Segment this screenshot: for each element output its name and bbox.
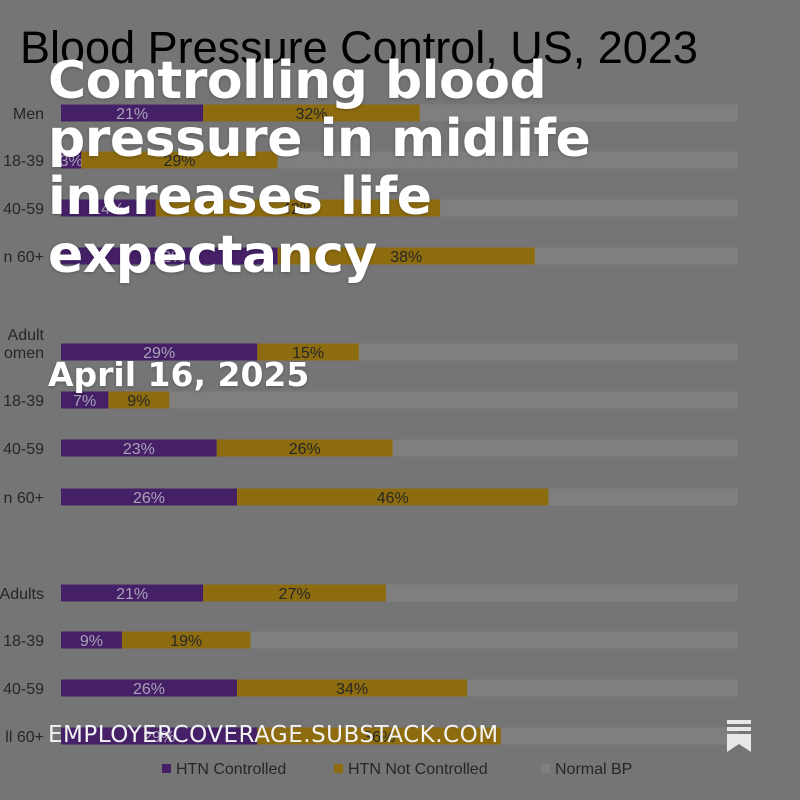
category-label: n 60+ <box>4 249 44 266</box>
bar-segment-htn-controlled <box>61 488 238 506</box>
category-label: ll 60+ <box>5 729 44 746</box>
bar-segment-htn-controlled <box>61 199 156 217</box>
data-label: 3% <box>60 153 83 170</box>
bar-segment-normal-bp <box>501 727 738 745</box>
data-label: 27% <box>279 586 311 603</box>
bar-segment-htn-controlled <box>61 439 217 457</box>
chart-title: Blood Pressure Control, US, 2023 <box>20 22 698 73</box>
data-label: 29% <box>143 729 175 746</box>
category-label: Men <box>13 106 44 123</box>
bar-segment-htn-not-controlled <box>257 343 359 361</box>
data-label: 7% <box>73 393 96 410</box>
bar-segment-normal-bp <box>277 151 738 169</box>
data-label: 9% <box>80 633 103 650</box>
bar-segment-htn-not-controlled <box>203 584 386 602</box>
legend-label: HTN Controlled <box>176 761 286 778</box>
bar-segment-htn-not-controlled <box>237 488 549 506</box>
category-label: 40-59 <box>3 681 44 698</box>
legend-label: HTN Not Controlled <box>348 761 488 778</box>
bar-segment-normal-bp <box>385 584 738 602</box>
category-label: 18-39 <box>3 153 44 170</box>
bar-segment-htn-controlled <box>61 391 109 409</box>
bar-segment-htn-controlled <box>61 104 204 122</box>
category-label: 18-39 <box>3 393 44 410</box>
bar-segment-normal-bp <box>392 439 738 457</box>
data-label: 32% <box>153 249 185 266</box>
data-label: 9% <box>127 393 150 410</box>
data-label: 15% <box>292 345 324 362</box>
bar-segment-htn-not-controlled <box>257 727 502 745</box>
category-label: Adult <box>8 327 45 344</box>
data-label: 36% <box>363 729 395 746</box>
bar-segment-normal-bp <box>250 631 738 649</box>
bar-segment-normal-bp <box>358 343 738 361</box>
category-label: 18-39 <box>3 633 44 650</box>
bar-segment-htn-not-controlled <box>237 679 468 697</box>
category-label: 40-59 <box>3 201 44 218</box>
category-label: n 60+ <box>4 490 44 507</box>
bar-segment-normal-bp <box>534 247 738 265</box>
legend-swatch <box>334 764 343 773</box>
bar-segment-htn-controlled <box>61 584 204 602</box>
bar-segment-htn-not-controlled <box>203 104 420 122</box>
post-date: April 16, 2025 <box>48 355 310 394</box>
bar-segment-normal-bp <box>169 391 738 409</box>
bar-segment-htn-not-controlled <box>121 631 251 649</box>
bar-segment-htn-controlled <box>61 727 258 745</box>
bar-segment-normal-bp <box>467 679 738 697</box>
data-label: 34% <box>336 681 368 698</box>
bar-segment-normal-bp <box>548 488 738 506</box>
bookmark-icon[interactable] <box>726 720 752 752</box>
data-label: 19% <box>170 633 202 650</box>
bar-segment-normal-bp <box>440 199 738 217</box>
legend-swatch <box>541 764 550 773</box>
data-label: 42% <box>282 201 314 218</box>
data-label: 23% <box>123 441 155 458</box>
legend-label: Normal BP <box>555 761 632 778</box>
chart-legend: HTN Controlled HTN Not Controlled Normal B… <box>162 761 632 778</box>
bar-segment-htn-controlled <box>61 343 258 361</box>
data-label: 32% <box>295 106 327 123</box>
data-label: 21% <box>116 106 148 123</box>
bar-segment-htn-not-controlled <box>155 199 441 217</box>
post-title[interactable]: Controlling blood pressure in midlife in… <box>48 51 591 285</box>
site-url[interactable]: EMPLOYERCOVERAGE.SUBSTACK.COM <box>48 722 499 748</box>
data-label: 26% <box>289 441 321 458</box>
bar-segment-htn-not-controlled <box>81 151 278 169</box>
category-label: 40-59 <box>3 441 44 458</box>
data-label: 29% <box>163 153 195 170</box>
category-label: omen <box>4 345 44 362</box>
data-label: 46% <box>377 490 409 507</box>
data-label: 38% <box>390 249 422 266</box>
bar-segment-htn-controlled <box>61 151 82 169</box>
bar-segment-htn-not-controlled <box>216 439 393 457</box>
data-label: 26% <box>133 681 165 698</box>
data-label: 29% <box>143 345 175 362</box>
data-label: 26% <box>133 490 165 507</box>
data-label: 21% <box>116 586 148 603</box>
bar-segment-htn-not-controlled <box>108 391 170 409</box>
bar-segment-htn-controlled <box>61 631 122 649</box>
bar-segment-normal-bp <box>419 104 738 122</box>
category-label: Adults <box>0 586 44 603</box>
bar-segment-htn-controlled <box>61 247 278 265</box>
legend-swatch <box>162 764 171 773</box>
bar-segment-htn-not-controlled <box>277 247 535 265</box>
bars-group: Men 21% 32% 18-39 3% 29% 40-59 14% 42% n 60+ 32% 38… <box>0 104 738 746</box>
bar-segment-htn-controlled <box>61 679 238 697</box>
data-label: 14% <box>92 201 124 218</box>
